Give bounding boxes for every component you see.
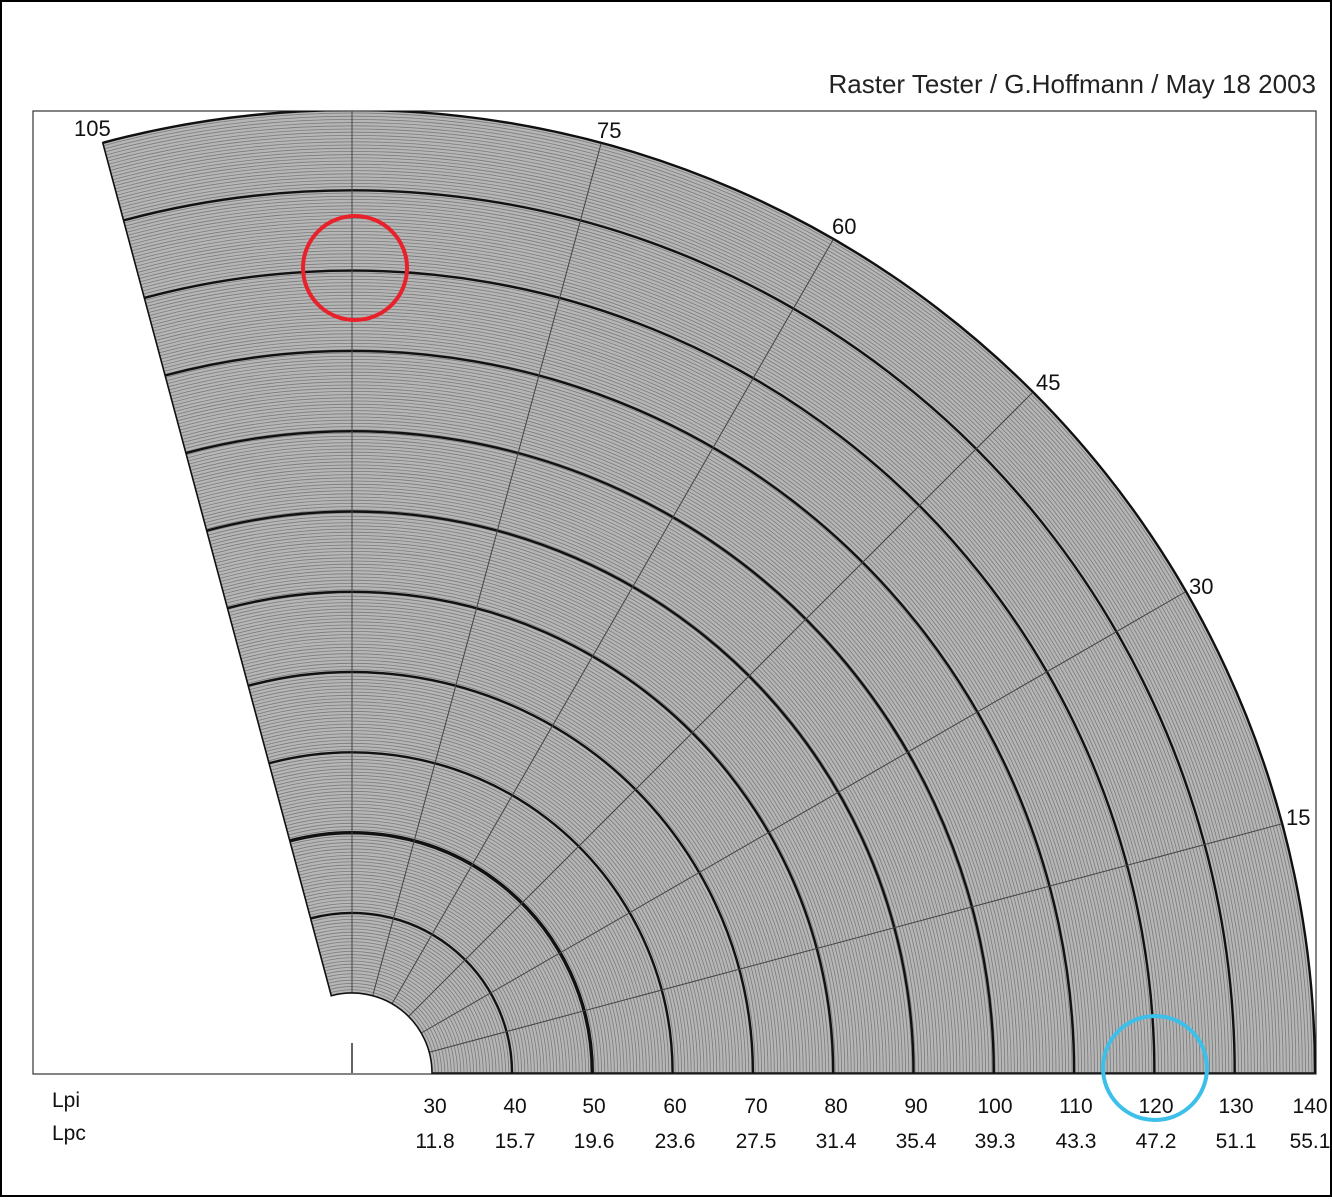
lpc-value: 43.3 (1056, 1130, 1097, 1153)
lpc-value: 55.1 (1290, 1130, 1331, 1153)
lpi-values: 30 40 50 60 70 80 90 100 110 120 130 140 (423, 1095, 1327, 1118)
lpc-value: 39.3 (975, 1130, 1016, 1153)
red-highlight-circle (301, 214, 409, 322)
angle-label-75: 75 (597, 118, 621, 143)
lpc-value: 47.2 (1136, 1130, 1177, 1153)
raster-sector (101, 111, 1316, 1074)
lpi-value: 140 (1292, 1095, 1327, 1118)
lpi-value: 60 (663, 1095, 686, 1118)
lpc-value: 31.4 (816, 1130, 857, 1153)
lpi-value: 70 (744, 1095, 767, 1118)
band-boundary-arc (123, 189, 1236, 1074)
angle-line-30 (421, 591, 1187, 1034)
band-boundary-arc (164, 349, 1076, 1074)
lpc-value: 11.8 (415, 1130, 454, 1153)
lpc-value: 19.6 (574, 1130, 615, 1153)
lpi-value: 110 (1059, 1095, 1092, 1118)
lpc-values: 11.8 15.7 19.6 23.6 27.5 31.4 35.4 39.3 43.3 47.2… (415, 1130, 1330, 1153)
lpi-value: 120 (1138, 1095, 1173, 1118)
band-boundary-arc (268, 751, 674, 1074)
lpi-value: 100 (977, 1095, 1012, 1118)
angle-line-15 (429, 823, 1283, 1053)
band-boundary-arc (185, 430, 995, 1074)
band-boundary-arc (206, 510, 915, 1074)
angle-line-60 (391, 238, 834, 1004)
lpc-label: Lpc (52, 1122, 86, 1145)
lpi-value: 30 (423, 1095, 446, 1118)
page-title: Raster Tester / G.Hoffmann / May 18 2003 (829, 69, 1317, 99)
lpc-value: 15.7 (495, 1130, 536, 1153)
lpc-value: 23.6 (655, 1130, 696, 1153)
angle-label-15: 15 (1286, 805, 1310, 830)
sector-fill (102, 111, 1315, 1073)
angle-line-45 (408, 391, 1034, 1017)
lpi-value: 80 (824, 1095, 847, 1118)
angle-label-105: 105 (74, 116, 111, 141)
angle-label-60: 60 (832, 214, 856, 239)
lpi-value: 130 (1218, 1095, 1253, 1118)
lpi-value: 40 (503, 1095, 526, 1118)
band-boundary-arc (227, 590, 835, 1074)
lpi-value: 90 (904, 1095, 927, 1118)
blue-highlight-circle (1101, 1014, 1209, 1122)
lpi-value: 50 (582, 1095, 605, 1118)
lpi-label: Lpi (52, 1089, 80, 1112)
angle-label-45: 45 (1036, 370, 1060, 395)
chart-frame (32, 110, 1317, 1075)
angle-line-75 (372, 142, 602, 996)
sector-outline (101, 111, 1316, 1074)
band-boundary-arc (289, 831, 594, 1074)
angle-label-30: 30 (1189, 574, 1213, 599)
band-boundary-arc (144, 269, 1156, 1074)
lpc-value: 35.4 (896, 1130, 937, 1153)
lpc-value: 27.5 (736, 1130, 777, 1153)
lpc-value: 51.1 (1216, 1130, 1257, 1153)
band-boundary-arc (247, 670, 755, 1074)
